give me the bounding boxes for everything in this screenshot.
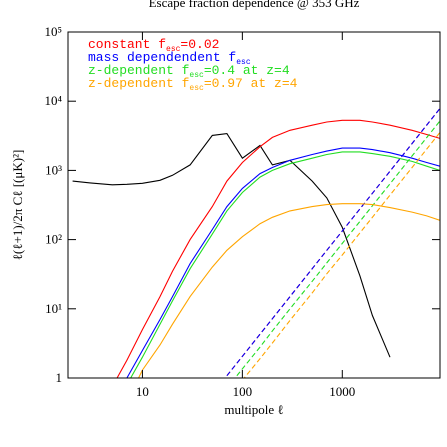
y-tick-label: 10²	[45, 232, 62, 247]
series-dashed-line	[226, 108, 440, 377]
legend-text: mass dependendent f	[88, 50, 236, 65]
series-line	[126, 147, 440, 378]
legend-entry: z-dependent fesc=0.4 at z=4	[88, 63, 290, 80]
chart-title: Escape fraction dependence @ 353 GHz	[149, 0, 360, 10]
legend-subscript: esc	[189, 84, 204, 93]
legend-text: constant f	[88, 37, 166, 52]
legend-text: =0.4 at z=4	[204, 63, 290, 78]
legend-entry: mass dependendent fesc	[88, 50, 251, 67]
reference-line	[72, 133, 391, 358]
plot-frame	[67, 31, 441, 379]
series-line	[137, 203, 440, 378]
y-tick-label: 10⁵	[44, 24, 62, 39]
x-axis-label: multipole ℓ	[224, 402, 283, 417]
legend-entry: constant fesc=0.02	[88, 37, 219, 54]
legend-entry: z-dependent fesc=0.97 at z=4	[88, 76, 298, 93]
y-tick-label: 1	[56, 370, 63, 385]
x-tick-label: 100	[233, 384, 253, 399]
y-tick-label: 10⁴	[44, 93, 62, 108]
plot-area	[72, 108, 440, 378]
x-tick-label: 1000	[329, 384, 355, 399]
legend-subscript: esc	[236, 58, 251, 67]
legend-text: z-dependent f	[88, 63, 189, 78]
legend-subscript: esc	[166, 45, 181, 54]
series-line	[130, 151, 440, 378]
series-line	[116, 119, 440, 378]
legend-text: =0.02	[180, 37, 219, 52]
legend-text: =0.97 at z=4	[204, 76, 298, 91]
legend-subscript: esc	[189, 71, 204, 80]
y-tick-label: 10³	[45, 162, 62, 177]
x-tick-label: 10	[136, 384, 149, 399]
legend-text: z-dependent f	[88, 76, 189, 91]
series-dashed-line	[234, 120, 440, 378]
y-tick-label: 10¹	[45, 301, 62, 316]
series-dashed-line	[243, 132, 440, 378]
y-axis-label: ℓ(ℓ+1)/2π Cℓ [(μK)²]	[10, 150, 25, 261]
